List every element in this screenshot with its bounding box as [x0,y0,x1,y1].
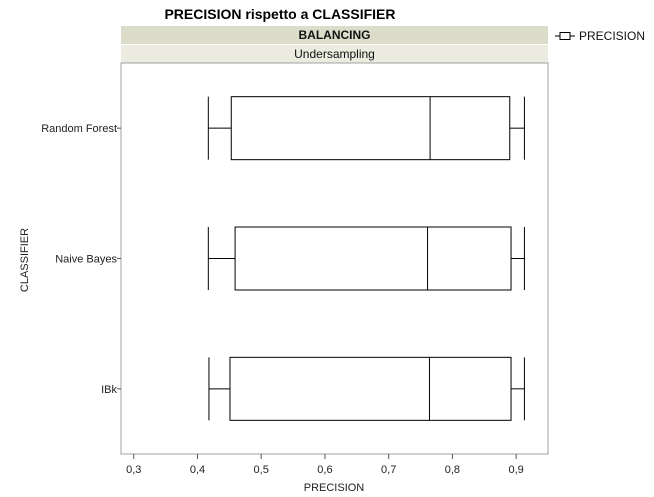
legend-label: PRECISION [579,29,646,43]
x-tick-label: 0,7 [381,464,396,476]
x-tick-label: 0,8 [445,464,460,476]
box [234,226,512,291]
box [229,356,512,421]
x-axis-label: PRECISION [304,482,365,494]
legend: PRECISION [555,29,645,43]
y-tick-label: Random Forest [41,123,117,135]
chart-title: PRECISION rispetto a CLASSIFIER [164,6,396,22]
y-tick-label: IBk [101,384,117,396]
y-axis-label: CLASSIFIER [19,228,31,292]
x-tick-label: 0,9 [508,464,523,476]
group-value: Undersampling [121,45,548,63]
group-header: BALANCING [121,26,548,44]
legend-box-icon [555,32,575,40]
x-tick-label: 0,4 [190,464,205,476]
x-tick-label: 0,5 [254,464,269,476]
x-tick-label: 0,6 [317,464,332,476]
y-tick-label: Naive Bayes [55,254,117,266]
box [230,96,511,161]
x-tick-label: 0,3 [126,464,141,476]
